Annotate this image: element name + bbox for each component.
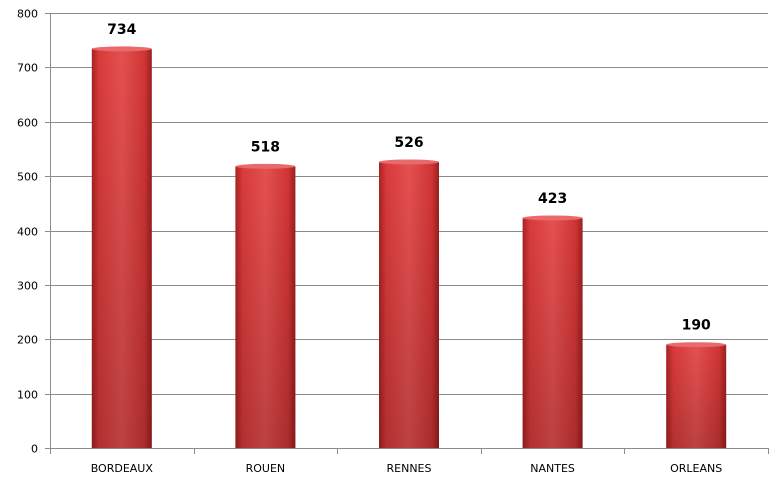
y-tick-label: 0 <box>31 443 38 456</box>
y-tick-label: 700 <box>17 62 38 75</box>
y-tick-label: 600 <box>17 117 38 130</box>
bar-rouen <box>235 163 296 448</box>
data-label: 526 <box>394 135 423 151</box>
bar-rennes <box>379 159 439 449</box>
data-label: 518 <box>251 139 280 155</box>
y-tick-label: 400 <box>17 226 38 239</box>
bars <box>91 46 727 449</box>
bar-top-highlight <box>379 159 439 165</box>
x-category-label: BORDEAUX <box>91 462 154 475</box>
bar-top-highlight <box>522 215 583 221</box>
bar-top-highlight <box>235 163 296 169</box>
bar-bordeaux <box>91 46 152 448</box>
bar-shade <box>522 217 583 448</box>
data-label: 423 <box>538 191 567 207</box>
bar-orleans <box>666 342 727 448</box>
data-labels: 734 518 526 423 190 <box>107 22 711 334</box>
x-category-label: RENNES <box>387 462 432 475</box>
y-axis: 0 100 200 300 400 500 600 700 800 <box>17 8 51 456</box>
x-axis: BORDEAUX ROUEN RENNES NANTES ORLEANS <box>50 448 769 475</box>
data-label: 734 <box>107 22 136 38</box>
bar-nantes <box>522 215 583 448</box>
x-category-label: ROUEN <box>246 462 286 475</box>
bar-shade <box>666 344 727 448</box>
data-label: 190 <box>682 318 711 334</box>
y-tick-label: 500 <box>17 171 38 184</box>
bar-top-highlight <box>91 46 152 52</box>
y-tick-label: 200 <box>17 334 38 347</box>
y-tick-label: 300 <box>17 280 38 293</box>
bar-shade <box>235 166 296 448</box>
x-category-label: ORLEANS <box>670 462 722 475</box>
bar-shade <box>379 161 439 449</box>
bar-top-highlight <box>666 342 727 348</box>
y-tick-label: 100 <box>17 389 38 402</box>
x-category-label: NANTES <box>530 462 575 475</box>
y-tick-label: 800 <box>17 8 38 21</box>
bar-shade <box>91 48 152 448</box>
